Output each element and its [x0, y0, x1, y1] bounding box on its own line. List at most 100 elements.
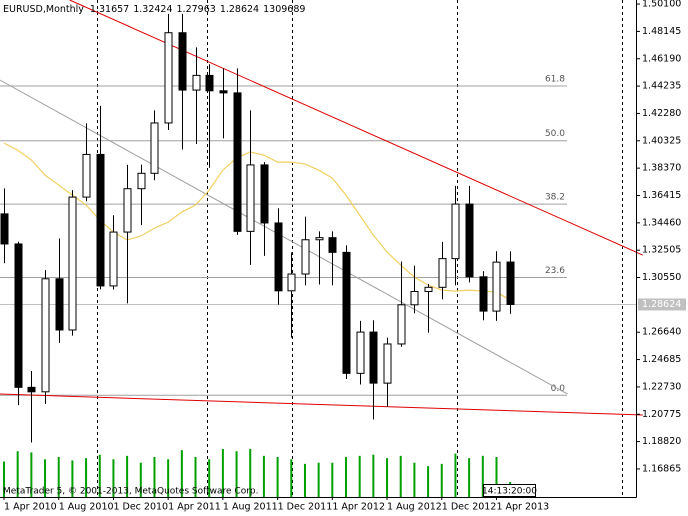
- candle-body: [397, 304, 406, 345]
- candle-body: [68, 196, 77, 331]
- plot: 61.850.038.223.60.0: [0, 0, 644, 497]
- symbol: EURUSD,Monthly: [3, 4, 84, 15]
- volume-bar: [194, 457, 197, 497]
- y-tick-label: 1.32505: [642, 245, 681, 256]
- volume-bar: [208, 459, 211, 497]
- volume-bar: [372, 454, 375, 497]
- trendline: [0, 79, 568, 395]
- candle-body: [178, 32, 187, 91]
- volume-bar: [303, 463, 306, 497]
- fib-label: 50.0: [545, 129, 565, 139]
- fib-label: 23.6: [545, 266, 565, 276]
- countdown: 14:13:20:00: [482, 487, 537, 497]
- candle-body: [55, 278, 64, 331]
- y-tick-label: 1.46190: [642, 53, 681, 64]
- y-tick-label: 1.24685: [642, 354, 681, 365]
- header-high: 1.32424: [133, 4, 172, 15]
- candle-body: [342, 251, 351, 374]
- volume-bar: [399, 455, 402, 497]
- candle-body: [41, 278, 50, 393]
- candle-body: [301, 239, 310, 275]
- y-tick-label: 1.42280: [642, 108, 681, 119]
- volume-bar: [44, 459, 47, 497]
- volume-bar: [386, 458, 389, 497]
- volume-bar: [153, 457, 156, 497]
- candle-body: [274, 222, 283, 292]
- volume-bar: [71, 460, 74, 497]
- candle-body: [123, 188, 132, 233]
- candle-body: [451, 203, 460, 260]
- candle-body: [369, 331, 378, 384]
- y-tick-label: 1.40325: [642, 135, 681, 146]
- volume-bar: [98, 454, 101, 497]
- volume-bar: [427, 466, 430, 497]
- volume-bar: [468, 458, 471, 497]
- volume-bar: [167, 459, 170, 497]
- y-tick-label: 1.36415: [642, 190, 681, 201]
- candle-body: [410, 291, 419, 306]
- candle-body: [356, 331, 365, 374]
- y-tick-label: 1.38370: [642, 163, 681, 174]
- x-tick-label: 1 Dec 2011: [278, 502, 333, 513]
- header-close: 1.28624: [220, 4, 259, 15]
- volume-bar: [30, 452, 33, 497]
- chart-header: EURUSD,Monthly 1.31657 1.32424 1.27963 1.286…: [3, 4, 305, 15]
- volume-bar: [112, 459, 115, 497]
- candle-body: [150, 122, 159, 174]
- candle-body: [27, 386, 36, 393]
- candle-body: [14, 243, 23, 388]
- candle-body: [438, 258, 447, 288]
- header-volume: 1309689: [263, 4, 305, 15]
- x-tick-label: 1 Apr 2012: [332, 502, 385, 513]
- fib-label: 61.8: [545, 75, 565, 85]
- candle-body: [479, 276, 488, 312]
- x-tick-label: 1 Dec 2010: [113, 502, 168, 513]
- volume-bar: [495, 457, 498, 497]
- y-tick-label: 1.22730: [642, 381, 681, 392]
- candle-body: [205, 74, 214, 92]
- y-tick-label: 1.20775: [642, 409, 681, 420]
- y-tick-label: 1.16865: [642, 463, 681, 474]
- trendline: [0, 393, 643, 416]
- last-price-label: 1.28624: [642, 299, 681, 310]
- candle-body: [383, 343, 392, 384]
- candle-body: [219, 90, 228, 94]
- volume-bar: [345, 457, 347, 497]
- y-tick-label: 1.18820: [642, 436, 681, 447]
- y-tick-label: 1.44235: [642, 81, 681, 92]
- volume-bar: [235, 451, 238, 497]
- x-tick-label: 1 Apr 2013: [496, 502, 549, 513]
- candle-body: [96, 153, 105, 287]
- header-low: 1.27963: [177, 4, 216, 15]
- y-tick-label: 1.30550: [642, 272, 681, 283]
- candle-body: [465, 203, 474, 278]
- x-tick-label: 1 Dec 2012: [442, 502, 497, 513]
- volume-bar: [126, 455, 129, 497]
- y-tick-label: 1.26640: [642, 327, 681, 338]
- candle-body: [109, 231, 118, 287]
- header-open: 1.31657: [90, 4, 129, 15]
- moving-average: [3, 142, 511, 301]
- volume-bar: [249, 449, 252, 497]
- footer: MetaTrader 5, © 2001-2013, MetaQuotes So…: [3, 487, 259, 497]
- candle-body: [328, 237, 337, 253]
- volume-bar: [413, 462, 416, 497]
- x-tick-label: 1 Aug 2012: [387, 502, 442, 513]
- x-tick-label: 1 Aug 2011: [223, 502, 278, 513]
- volume-bar: [262, 455, 265, 497]
- y-tick-label: 1.48145: [642, 26, 681, 37]
- candle-body: [424, 286, 433, 293]
- candle-body: [246, 164, 255, 232]
- candle-body: [506, 261, 515, 305]
- candle-body: [137, 172, 146, 190]
- candle-body: [260, 164, 269, 224]
- candle-body: [287, 273, 296, 292]
- countdown-box: [483, 484, 536, 497]
- candle-body: [0, 213, 9, 245]
- candle-body: [492, 261, 501, 312]
- volume-bar: [317, 462, 320, 497]
- volume-bar: [331, 462, 334, 497]
- volume-bar: [85, 458, 88, 497]
- candle-body: [233, 92, 242, 232]
